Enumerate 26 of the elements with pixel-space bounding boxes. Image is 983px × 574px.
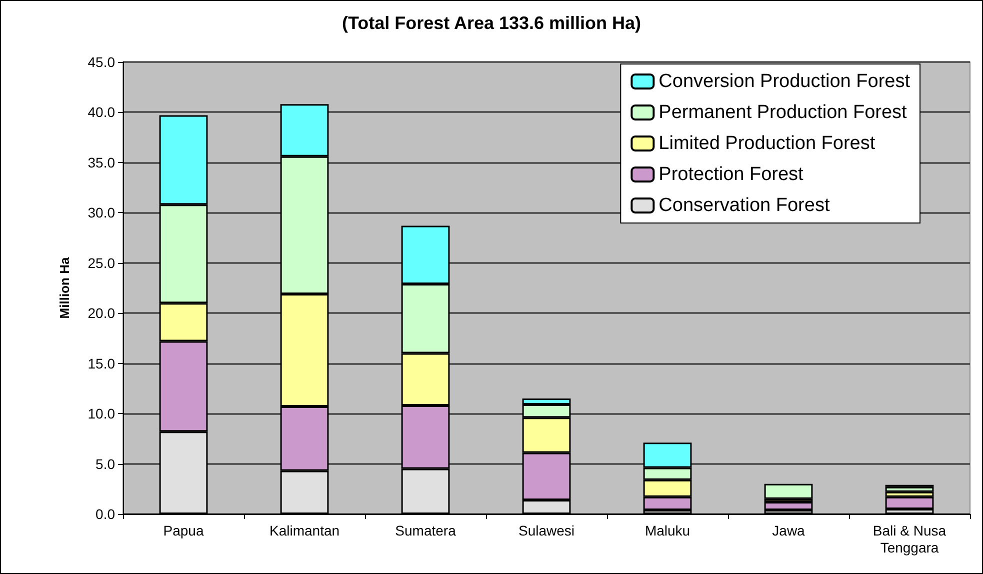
y-tick-label: 25.0 [88,254,116,271]
y-tick-label: 30.0 [88,204,116,221]
y-tick-label: 45.0 [88,54,116,70]
y-tick-label: 20.0 [88,305,116,322]
y-tick-label: 35.0 [88,154,116,170]
x-tick-label: Maluku [644,522,690,538]
bar [764,484,813,499]
x-tick-label: Jawa [772,522,806,538]
legend-label: Conservation Forest [658,195,830,216]
chart-title: (Total Forest Area 133.6 million Ha) [342,13,642,33]
x-tick-label: Sumatera [395,522,456,538]
x-tick-label: Kalimantan [269,522,340,538]
y-axis-title: Million Ha [57,256,72,319]
legend-label: Permanent Production Forest [658,102,908,123]
x-tick-label: Sulawesi [518,522,575,538]
x-tick-label: Papua [163,522,204,538]
bar [764,502,813,510]
y-tick-label: 15.0 [88,355,116,372]
y-tick-label: 40.0 [88,104,116,120]
y-tick-label: 5.0 [96,456,116,472]
legend-label: Protection Forest [658,164,804,185]
legend-label: Limited Production Forest [658,133,876,154]
x-tick-label: Bali & Nusa Tenggara [872,522,946,556]
legend-label: Conversion Production Forest [658,71,911,92]
y-tick-label: 0.0 [96,506,116,522]
y-tick-label: 10.0 [88,406,116,422]
